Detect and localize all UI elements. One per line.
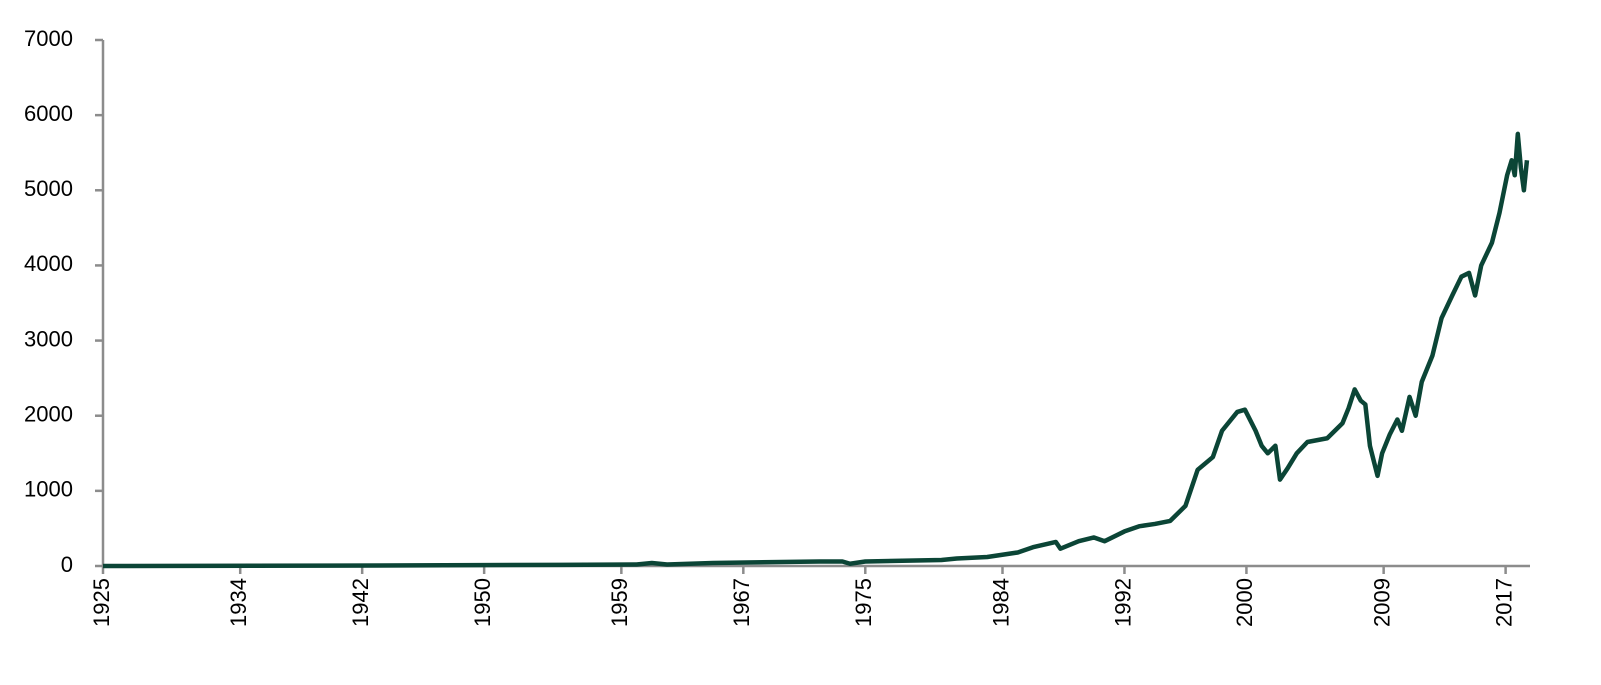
y-tick-label: 5000 — [24, 176, 73, 201]
y-tick-label: 2000 — [24, 402, 73, 427]
x-tick-label: 2017 — [1491, 578, 1516, 627]
x-tick-label: 1967 — [729, 578, 754, 627]
x-tick-label: 2000 — [1232, 578, 1257, 627]
x-tick-label: 1975 — [851, 578, 876, 627]
y-tick-label: 4000 — [24, 251, 73, 276]
data-line — [102, 131, 1530, 569]
y-tick-label: 3000 — [24, 326, 73, 351]
y-tick-label: 1000 — [24, 477, 73, 502]
x-tick-label: 1942 — [348, 578, 373, 627]
x-tick-label: 1992 — [1110, 578, 1135, 627]
y-tick-label: 6000 — [24, 101, 73, 126]
x-tick-label: 1984 — [988, 578, 1013, 627]
y-tick-label: 0 — [61, 552, 73, 577]
x-tick-label: 1959 — [607, 578, 632, 627]
x-tick-label: 2009 — [1369, 578, 1394, 627]
x-tick-label: 1950 — [470, 578, 495, 627]
x-tick-label: 1934 — [226, 578, 251, 627]
x-tick-label: 1925 — [89, 578, 114, 627]
y-tick-label: 7000 — [24, 26, 73, 51]
